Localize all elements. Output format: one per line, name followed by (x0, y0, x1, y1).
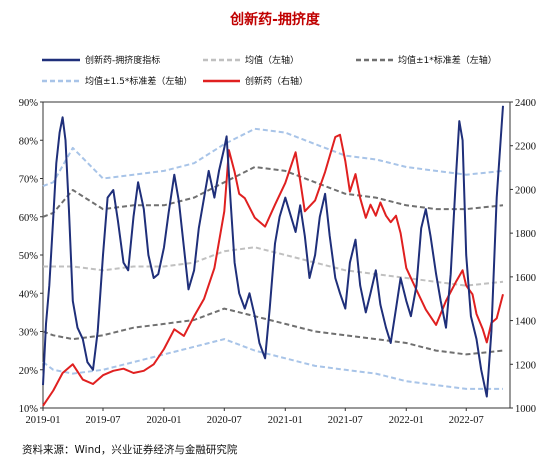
series-mean (43, 246, 504, 287)
legend-label-crowding: 创新药-拥挤度指标 (85, 54, 160, 66)
legend-label-std1: 均值±1*标准差（左轴） (398, 54, 497, 66)
y-left-tick-label: 50% (19, 251, 39, 262)
x-tick-label: 2020-07 (207, 415, 242, 426)
y-right-tick-label: 1000 (515, 404, 536, 415)
x-tick-label: 2019-01 (26, 415, 61, 426)
series-crowding (42, 105, 504, 398)
chart-title: 创新药-拥挤度 (229, 11, 321, 28)
legend: 创新药-拥挤度指标 均值（左轴） 均值±1*标准差（左轴） 均值±1.5*标准差… (42, 54, 497, 87)
y-right-tick-label: 2000 (515, 185, 536, 196)
y-right-tick-label: 1400 (515, 317, 536, 328)
x-tick-label: 2022-01 (389, 415, 424, 426)
legend-label-std15: 均值±1.5*标准差（左轴） (85, 75, 192, 87)
x-tick-label: 2021-07 (328, 415, 363, 426)
y-right-tick-label: 1200 (515, 360, 536, 371)
plot-frame (42, 101, 511, 409)
series-std15 (42, 127, 504, 188)
y-left-tick-label: 80% (19, 136, 39, 147)
series-std1 (42, 166, 504, 218)
y-left-tick-label: 40% (19, 289, 39, 300)
y-right-tick-label: 1800 (515, 229, 536, 240)
y-left-tick-label: 30% (19, 328, 39, 339)
legend-label-mean: 均值（左轴） (245, 54, 299, 66)
x-tick-label: 2020-01 (146, 415, 181, 426)
y-right-tick-label: 1600 (515, 273, 536, 284)
legend-label-price: 创新药（右轴） (245, 75, 308, 87)
source-note: 资料来源：Wind，兴业证券经济与金融研究院 (22, 443, 238, 456)
series-price (42, 133, 504, 407)
y-left-tick-label: 20% (19, 366, 39, 377)
series-std15 (42, 338, 503, 390)
axes: 10% 20% 30% 40% 50% 60% 70% 80% 90% 1000 1200 1400 1… (19, 98, 536, 426)
x-tick-label: 2021-01 (268, 415, 303, 426)
y-right-tick-label: 2200 (515, 142, 536, 153)
x-tick-label: 2019-07 (85, 415, 120, 426)
y-left-tick-label: 60% (19, 213, 39, 224)
plot-area (42, 105, 504, 407)
y-left-tick-label: 90% (19, 98, 39, 109)
series-std1 (42, 307, 504, 356)
x-tick-label: 2022-07 (449, 415, 484, 426)
y-left-tick-label: 10% (19, 404, 39, 415)
y-left-tick-label: 70% (19, 175, 39, 186)
y-right-tick-label: 2400 (515, 98, 536, 109)
